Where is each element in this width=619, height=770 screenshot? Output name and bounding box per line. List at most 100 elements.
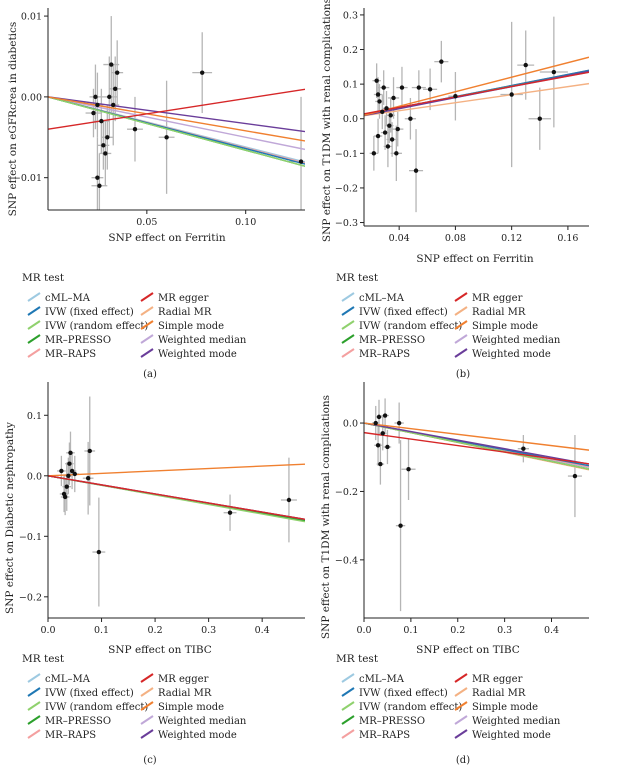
legend-label: IVW (random effect) bbox=[359, 321, 462, 332]
legend-label: IVW (fixed effect) bbox=[359, 688, 448, 699]
legend-swatch bbox=[341, 348, 355, 358]
panel-b-legend: MR test cML–MA MR egger IVW (fixed effect) R… bbox=[336, 272, 561, 360]
legend-label: Simple mode bbox=[472, 321, 538, 332]
legend-swatch bbox=[140, 320, 154, 330]
data-point bbox=[374, 78, 379, 83]
panel-a-ylabel: SNP effect on eGFRcrea in diabetics bbox=[7, 22, 19, 217]
x-tick-label: 0.4 bbox=[255, 625, 270, 636]
legend-label: Radial MR bbox=[472, 688, 526, 699]
data-point bbox=[87, 448, 92, 454]
data-point bbox=[105, 135, 110, 140]
x-tick-label: 0.2 bbox=[450, 625, 465, 636]
legend-label: Weighted median bbox=[472, 335, 561, 346]
data-point bbox=[396, 420, 402, 426]
legend-label: IVW (random effect) bbox=[45, 702, 148, 713]
data-point bbox=[394, 151, 399, 156]
data-point bbox=[103, 151, 108, 156]
legend-label: IVW (fixed effect) bbox=[45, 307, 134, 318]
data-point bbox=[298, 159, 304, 164]
x-tick-label: 0.3 bbox=[201, 625, 216, 636]
regression-line bbox=[48, 96, 305, 142]
legend-swatch bbox=[454, 729, 468, 739]
legend-swatch bbox=[341, 701, 355, 711]
data-point bbox=[413, 168, 419, 173]
panel-b-tag: (b) bbox=[456, 369, 470, 380]
legend-swatch bbox=[341, 320, 355, 330]
data-point bbox=[453, 94, 458, 99]
data-point bbox=[67, 461, 72, 466]
legend-label: Simple mode bbox=[472, 702, 538, 713]
data-point bbox=[380, 109, 385, 115]
data-point bbox=[408, 116, 413, 121]
data-point bbox=[69, 468, 75, 474]
panel-d: SNP effect on T1DM with renal complicati… bbox=[320, 382, 589, 766]
data-point bbox=[380, 431, 385, 436]
legend-label: cML–MA bbox=[45, 674, 91, 685]
legend-label: MR–RAPS bbox=[45, 730, 96, 741]
panel-c-tag: (c) bbox=[143, 755, 157, 766]
y-tick-label: 0.0 bbox=[343, 419, 358, 430]
data-point bbox=[114, 70, 120, 75]
y-tick-label: −0.4 bbox=[335, 555, 358, 566]
x-tick-label: 0.0 bbox=[40, 625, 55, 636]
legend-swatch bbox=[140, 687, 154, 697]
x-tick-label: 0.12 bbox=[501, 233, 522, 244]
data-point bbox=[375, 133, 381, 139]
regression-line bbox=[48, 475, 305, 521]
data-point bbox=[416, 85, 422, 90]
legend-label: MR egger bbox=[472, 674, 523, 685]
legend-label: IVW (random effect) bbox=[45, 321, 148, 332]
legend-label: MR egger bbox=[158, 293, 209, 304]
regression-line bbox=[48, 463, 305, 477]
legend-swatch bbox=[27, 687, 41, 697]
panel-c-xlabel: SNP effect on TIBC bbox=[108, 644, 212, 656]
regression-line bbox=[364, 56, 589, 117]
data-point bbox=[101, 143, 106, 148]
data-point bbox=[375, 443, 381, 448]
legend-label: MR egger bbox=[472, 293, 523, 304]
data-point bbox=[85, 476, 91, 481]
y-tick-label: 0.1 bbox=[27, 411, 42, 422]
y-tick-label: 0.2 bbox=[343, 45, 358, 56]
data-point bbox=[537, 116, 542, 121]
x-tick-label: 0.05 bbox=[136, 217, 157, 228]
legend-label: cML–MA bbox=[45, 293, 91, 304]
data-point bbox=[375, 92, 381, 97]
data-point bbox=[97, 183, 102, 188]
y-tick-label: 0.1 bbox=[343, 80, 358, 91]
legend-swatch bbox=[27, 348, 41, 358]
panel-c-legend: MR test cML–MA MR egger IVW (fixed effect) R… bbox=[22, 653, 247, 741]
x-tick-label: 0.10 bbox=[235, 217, 256, 228]
legend-label: MR egger bbox=[158, 674, 209, 685]
legend-swatch bbox=[341, 334, 355, 344]
legend-swatch bbox=[27, 729, 41, 739]
y-tick-label: −0.1 bbox=[335, 149, 358, 160]
panel-c: SNP effect on Diabetic nephropathy SNP e… bbox=[4, 382, 305, 766]
data-point bbox=[439, 59, 444, 64]
y-tick-label: −0.1 bbox=[19, 532, 42, 543]
data-point bbox=[99, 118, 104, 124]
legend-title: MR test bbox=[336, 653, 379, 665]
legend-swatch bbox=[341, 729, 355, 739]
data-point bbox=[384, 106, 389, 111]
regression-line bbox=[48, 96, 305, 133]
legend-swatch bbox=[27, 306, 41, 316]
legend-swatch bbox=[140, 306, 154, 316]
legend-label: Radial MR bbox=[158, 688, 212, 699]
panel-d-ylabel: SNP effect on T1DM with renal complicati… bbox=[320, 395, 332, 639]
legend-swatch bbox=[140, 729, 154, 739]
data-point bbox=[388, 113, 393, 118]
panel-d-legend: MR test cML–MA MR egger IVW (fixed effect) R… bbox=[336, 653, 561, 741]
legend-swatch bbox=[454, 687, 468, 697]
legend-label: Simple mode bbox=[158, 321, 224, 332]
regression-line bbox=[364, 422, 589, 465]
data-point bbox=[113, 86, 118, 92]
x-tick-label: 0.3 bbox=[497, 625, 512, 636]
legend-swatch bbox=[140, 715, 154, 725]
data-point bbox=[373, 420, 378, 426]
legend-swatch bbox=[341, 687, 355, 697]
data-point bbox=[95, 102, 100, 108]
data-point bbox=[387, 123, 392, 128]
legend-swatch bbox=[27, 292, 41, 302]
